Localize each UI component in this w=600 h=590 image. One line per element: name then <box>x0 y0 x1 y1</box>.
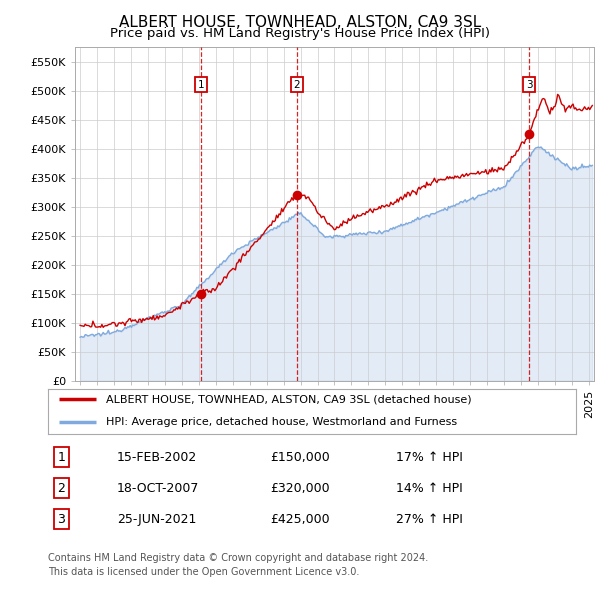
Text: 3: 3 <box>526 80 533 90</box>
Text: 15-FEB-2002: 15-FEB-2002 <box>116 451 197 464</box>
Text: HPI: Average price, detached house, Westmorland and Furness: HPI: Average price, detached house, West… <box>106 417 457 427</box>
Text: 18-OCT-2007: 18-OCT-2007 <box>116 481 199 495</box>
Text: 14% ↑ HPI: 14% ↑ HPI <box>397 481 463 495</box>
Text: £425,000: £425,000 <box>270 513 329 526</box>
Text: 2: 2 <box>57 481 65 495</box>
Text: ALBERT HOUSE, TOWNHEAD, ALSTON, CA9 3SL (detached house): ALBERT HOUSE, TOWNHEAD, ALSTON, CA9 3SL … <box>106 394 472 404</box>
Text: £320,000: £320,000 <box>270 481 329 495</box>
Text: Contains HM Land Registry data © Crown copyright and database right 2024.
This d: Contains HM Land Registry data © Crown c… <box>48 553 428 576</box>
Text: 3: 3 <box>57 513 65 526</box>
Text: Price paid vs. HM Land Registry's House Price Index (HPI): Price paid vs. HM Land Registry's House … <box>110 27 490 40</box>
Text: 25-JUN-2021: 25-JUN-2021 <box>116 513 196 526</box>
Text: 27% ↑ HPI: 27% ↑ HPI <box>397 513 463 526</box>
Text: 1: 1 <box>197 80 204 90</box>
Text: £150,000: £150,000 <box>270 451 329 464</box>
Text: 1: 1 <box>57 451 65 464</box>
Text: 17% ↑ HPI: 17% ↑ HPI <box>397 451 463 464</box>
Text: 2: 2 <box>294 80 301 90</box>
Text: ALBERT HOUSE, TOWNHEAD, ALSTON, CA9 3SL: ALBERT HOUSE, TOWNHEAD, ALSTON, CA9 3SL <box>119 15 481 30</box>
